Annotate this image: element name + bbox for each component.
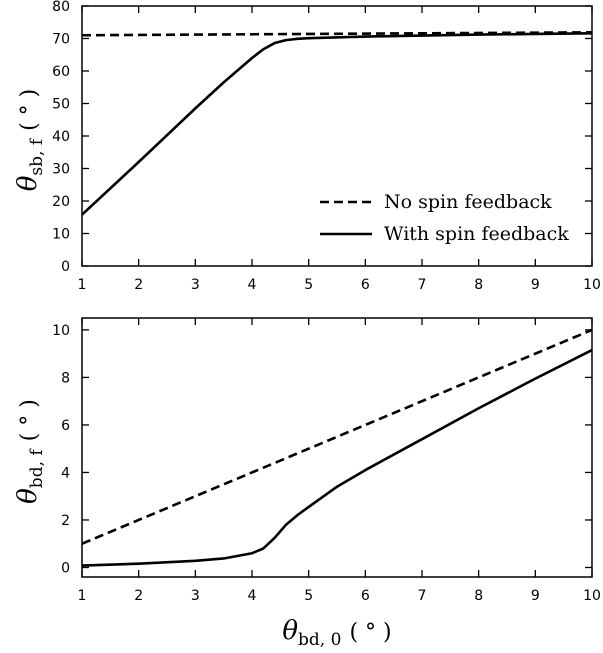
panel-bottom: 1 2 3 4 5 6 7 8 9 10 0 2 4 6 8 10 θbd, f( ° ) θbd, 0( ° ) (13, 317, 601, 650)
y-tick-label: 10 (52, 323, 70, 339)
x-tick-label: 6 (361, 277, 370, 293)
y-tick-label: 6 (61, 418, 70, 434)
y-tick-label: 70 (52, 32, 70, 48)
y-tick-label: 2 (61, 513, 70, 529)
legend-label: With spin feedback (384, 223, 569, 245)
y-tick-label: 10 (52, 227, 70, 243)
x-tick-label: 9 (531, 277, 540, 293)
panel-top: 1 2 3 4 5 6 7 8 9 10 0 10 20 30 40 50 60 70 80 θsb, f( ° ) N… (13, 0, 601, 293)
y-axis-label: θbd, f( ° ) (13, 399, 47, 504)
x-tick-label: 5 (304, 277, 313, 293)
x-tick-label: 1 (78, 277, 87, 293)
x-tick-label: 9 (531, 588, 540, 604)
y-tick-label: 0 (61, 259, 70, 275)
y-tick-label: 60 (52, 64, 70, 80)
x-tick-label: 1 (78, 588, 87, 604)
x-tick-label: 2 (134, 277, 143, 293)
y-tick-label: 8 (61, 370, 70, 386)
legend-label: No spin feedback (384, 191, 552, 213)
x-tick-label: 4 (248, 588, 257, 604)
x-tick-label: 5 (304, 588, 313, 604)
x-tick-label: 10 (583, 588, 601, 604)
series-line-no-spin-feedback (81, 31, 593, 37)
axes-frame (81, 317, 593, 578)
x-tick-label: 7 (418, 277, 427, 293)
x-tick-label: 3 (191, 277, 200, 293)
y-tick-label: 80 (52, 0, 70, 15)
series-line-no-spin-feedback (81, 328, 593, 545)
series-line-with-spin-feedback (81, 348, 593, 567)
y-tick-label: 20 (52, 194, 70, 210)
series-line-with-spin-feedback (81, 32, 593, 216)
x-tick-label: 2 (134, 588, 143, 604)
x-axis-label: θbd, 0( ° ) (282, 616, 391, 650)
x-tick-label: 8 (474, 277, 483, 293)
x-tick-label: 10 (583, 277, 601, 293)
y-tick-label: 50 (52, 97, 70, 113)
x-tick-label: 3 (191, 588, 200, 604)
y-tick-label: 30 (52, 162, 70, 178)
x-tick-label: 7 (418, 588, 427, 604)
x-tick-label: 6 (361, 588, 370, 604)
x-tick-label: 8 (474, 588, 483, 604)
y-axis-label: θsb, f( ° ) (13, 89, 47, 192)
legend: No spin feedback With spin feedback (320, 191, 569, 245)
y-tick-label: 4 (61, 465, 70, 481)
y-tick-label: 40 (52, 129, 70, 145)
y-tick-label: 0 (61, 560, 70, 576)
x-tick-label: 4 (248, 277, 257, 293)
